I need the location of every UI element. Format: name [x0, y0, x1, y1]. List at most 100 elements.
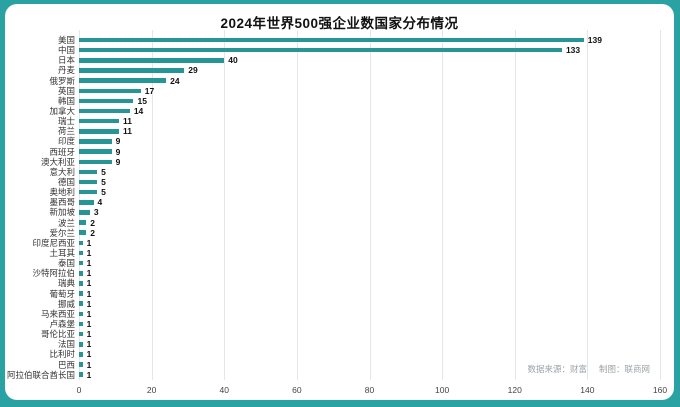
bar	[79, 108, 130, 114]
bar	[79, 281, 83, 286]
bar-row: 比利时 1	[5, 349, 674, 359]
bar-track: 15	[79, 96, 674, 106]
value-label: 17	[144, 85, 155, 96]
bar	[79, 331, 83, 337]
bar-row: 泰国 1	[5, 258, 674, 268]
bar	[79, 37, 584, 43]
bar-row: 意大利 5	[5, 167, 674, 177]
category-label: 土耳其	[49, 248, 75, 259]
bar-row: 波兰 2	[5, 218, 674, 228]
bar	[79, 88, 141, 94]
bar-row: 丹麦 29	[5, 65, 674, 75]
gridline	[369, 30, 371, 380]
x-tick-label: 120	[507, 385, 522, 395]
gridline	[151, 30, 153, 380]
bar	[79, 250, 83, 256]
x-tick-label: 0	[76, 385, 82, 395]
bar-row: 挪威 1	[5, 299, 674, 309]
bar-track: 1	[79, 339, 674, 349]
gridline	[296, 30, 298, 380]
category-label: 新加坡	[49, 207, 75, 218]
value-label: 15	[137, 95, 147, 106]
bar-row: 瑞士 11	[5, 116, 674, 126]
source-note: 数据来源：财富 制图：联商网	[527, 363, 650, 375]
bar	[79, 189, 98, 195]
bar	[79, 311, 83, 317]
category-label: 加拿大	[49, 106, 75, 117]
value-label: 29	[188, 65, 198, 76]
value-label: 1	[86, 319, 92, 329]
value-label: 9	[115, 156, 121, 167]
bar	[79, 139, 112, 144]
bar-track: 4	[79, 197, 674, 207]
data-source-label: 数据来源：财富	[527, 364, 587, 374]
bar-track: 1	[79, 258, 674, 268]
bar-track: 29	[79, 65, 674, 75]
bar	[79, 47, 562, 53]
category-label: 墨西哥	[49, 197, 75, 208]
bar-row: 土耳其 1	[5, 248, 674, 258]
bar-track: 1	[79, 268, 674, 278]
category-label: 韩国	[57, 95, 75, 106]
value-label: 1	[86, 298, 92, 309]
bar-row: 俄罗斯 24	[5, 76, 674, 86]
bar-track: 9	[79, 147, 674, 157]
value-label: 139	[587, 35, 602, 46]
x-tick-label: 60	[292, 385, 302, 395]
value-label: 3	[93, 207, 99, 218]
bar-rows: 美国 139 中国 133 日本 40 丹麦 29 俄罗斯 24 英国 17 韩国 15 加拿大 14 瑞士 11…	[5, 35, 674, 380]
value-label: 4	[97, 197, 103, 208]
x-tick-label: 40	[219, 385, 229, 395]
bar	[79, 321, 83, 327]
bar-row: 西班牙 9	[5, 147, 674, 157]
value-label: 2	[90, 227, 95, 238]
value-label: 1	[86, 349, 92, 360]
bar-track: 5	[79, 167, 674, 177]
bar-row: 英国 17	[5, 86, 674, 96]
bar-row: 澳大利亚 9	[5, 157, 674, 167]
value-label: 5	[101, 187, 106, 198]
value-label: 1	[86, 288, 92, 299]
category-label: 印度	[57, 136, 75, 147]
bar-row: 墨西哥 4	[5, 197, 674, 207]
bar-track: 1	[79, 309, 674, 319]
value-label: 1	[86, 359, 92, 370]
bar	[79, 372, 83, 377]
bar-row: 加拿大 14	[5, 106, 674, 116]
category-label: 巴西	[57, 359, 75, 370]
x-axis: 0 20 40 60 80 100 120 140 160	[76, 385, 667, 397]
bar-row: 爱尔兰 2	[5, 228, 674, 238]
category-label: 印度尼西亚	[32, 237, 75, 248]
value-label: 1	[86, 308, 92, 319]
value-label: 1	[86, 248, 92, 259]
category-label: 美国	[57, 35, 75, 46]
category-label: 澳大利亚	[40, 156, 75, 167]
value-label: 1	[86, 258, 92, 269]
category-label: 葡萄牙	[49, 288, 75, 299]
value-label: 11	[122, 116, 132, 127]
bar	[79, 362, 83, 367]
x-tick-label: 140	[580, 385, 595, 395]
bar-row: 德国 5	[5, 177, 674, 187]
bar-track: 5	[79, 187, 674, 197]
bar	[79, 169, 98, 175]
bar-track: 133	[79, 45, 674, 55]
category-label: 波兰	[57, 217, 75, 228]
bar	[79, 129, 119, 134]
bar	[79, 98, 134, 104]
bar-row: 哥伦比亚 1	[5, 329, 674, 339]
bar-track: 11	[79, 116, 674, 126]
category-label: 瑞士	[57, 116, 75, 127]
bar-track: 1	[79, 349, 674, 359]
category-label: 哥伦比亚	[40, 329, 75, 340]
bar	[79, 68, 185, 73]
category-label: 中国	[57, 45, 75, 56]
bar	[79, 352, 83, 357]
bar-track: 1	[79, 278, 674, 288]
bar-row: 中国 133	[5, 45, 674, 55]
bar	[79, 200, 94, 205]
value-label: 1	[86, 369, 92, 380]
bar-track: 11	[79, 126, 674, 136]
bar-row: 阿拉伯联合酋长国 1	[5, 370, 674, 380]
value-label: 1	[86, 339, 92, 350]
